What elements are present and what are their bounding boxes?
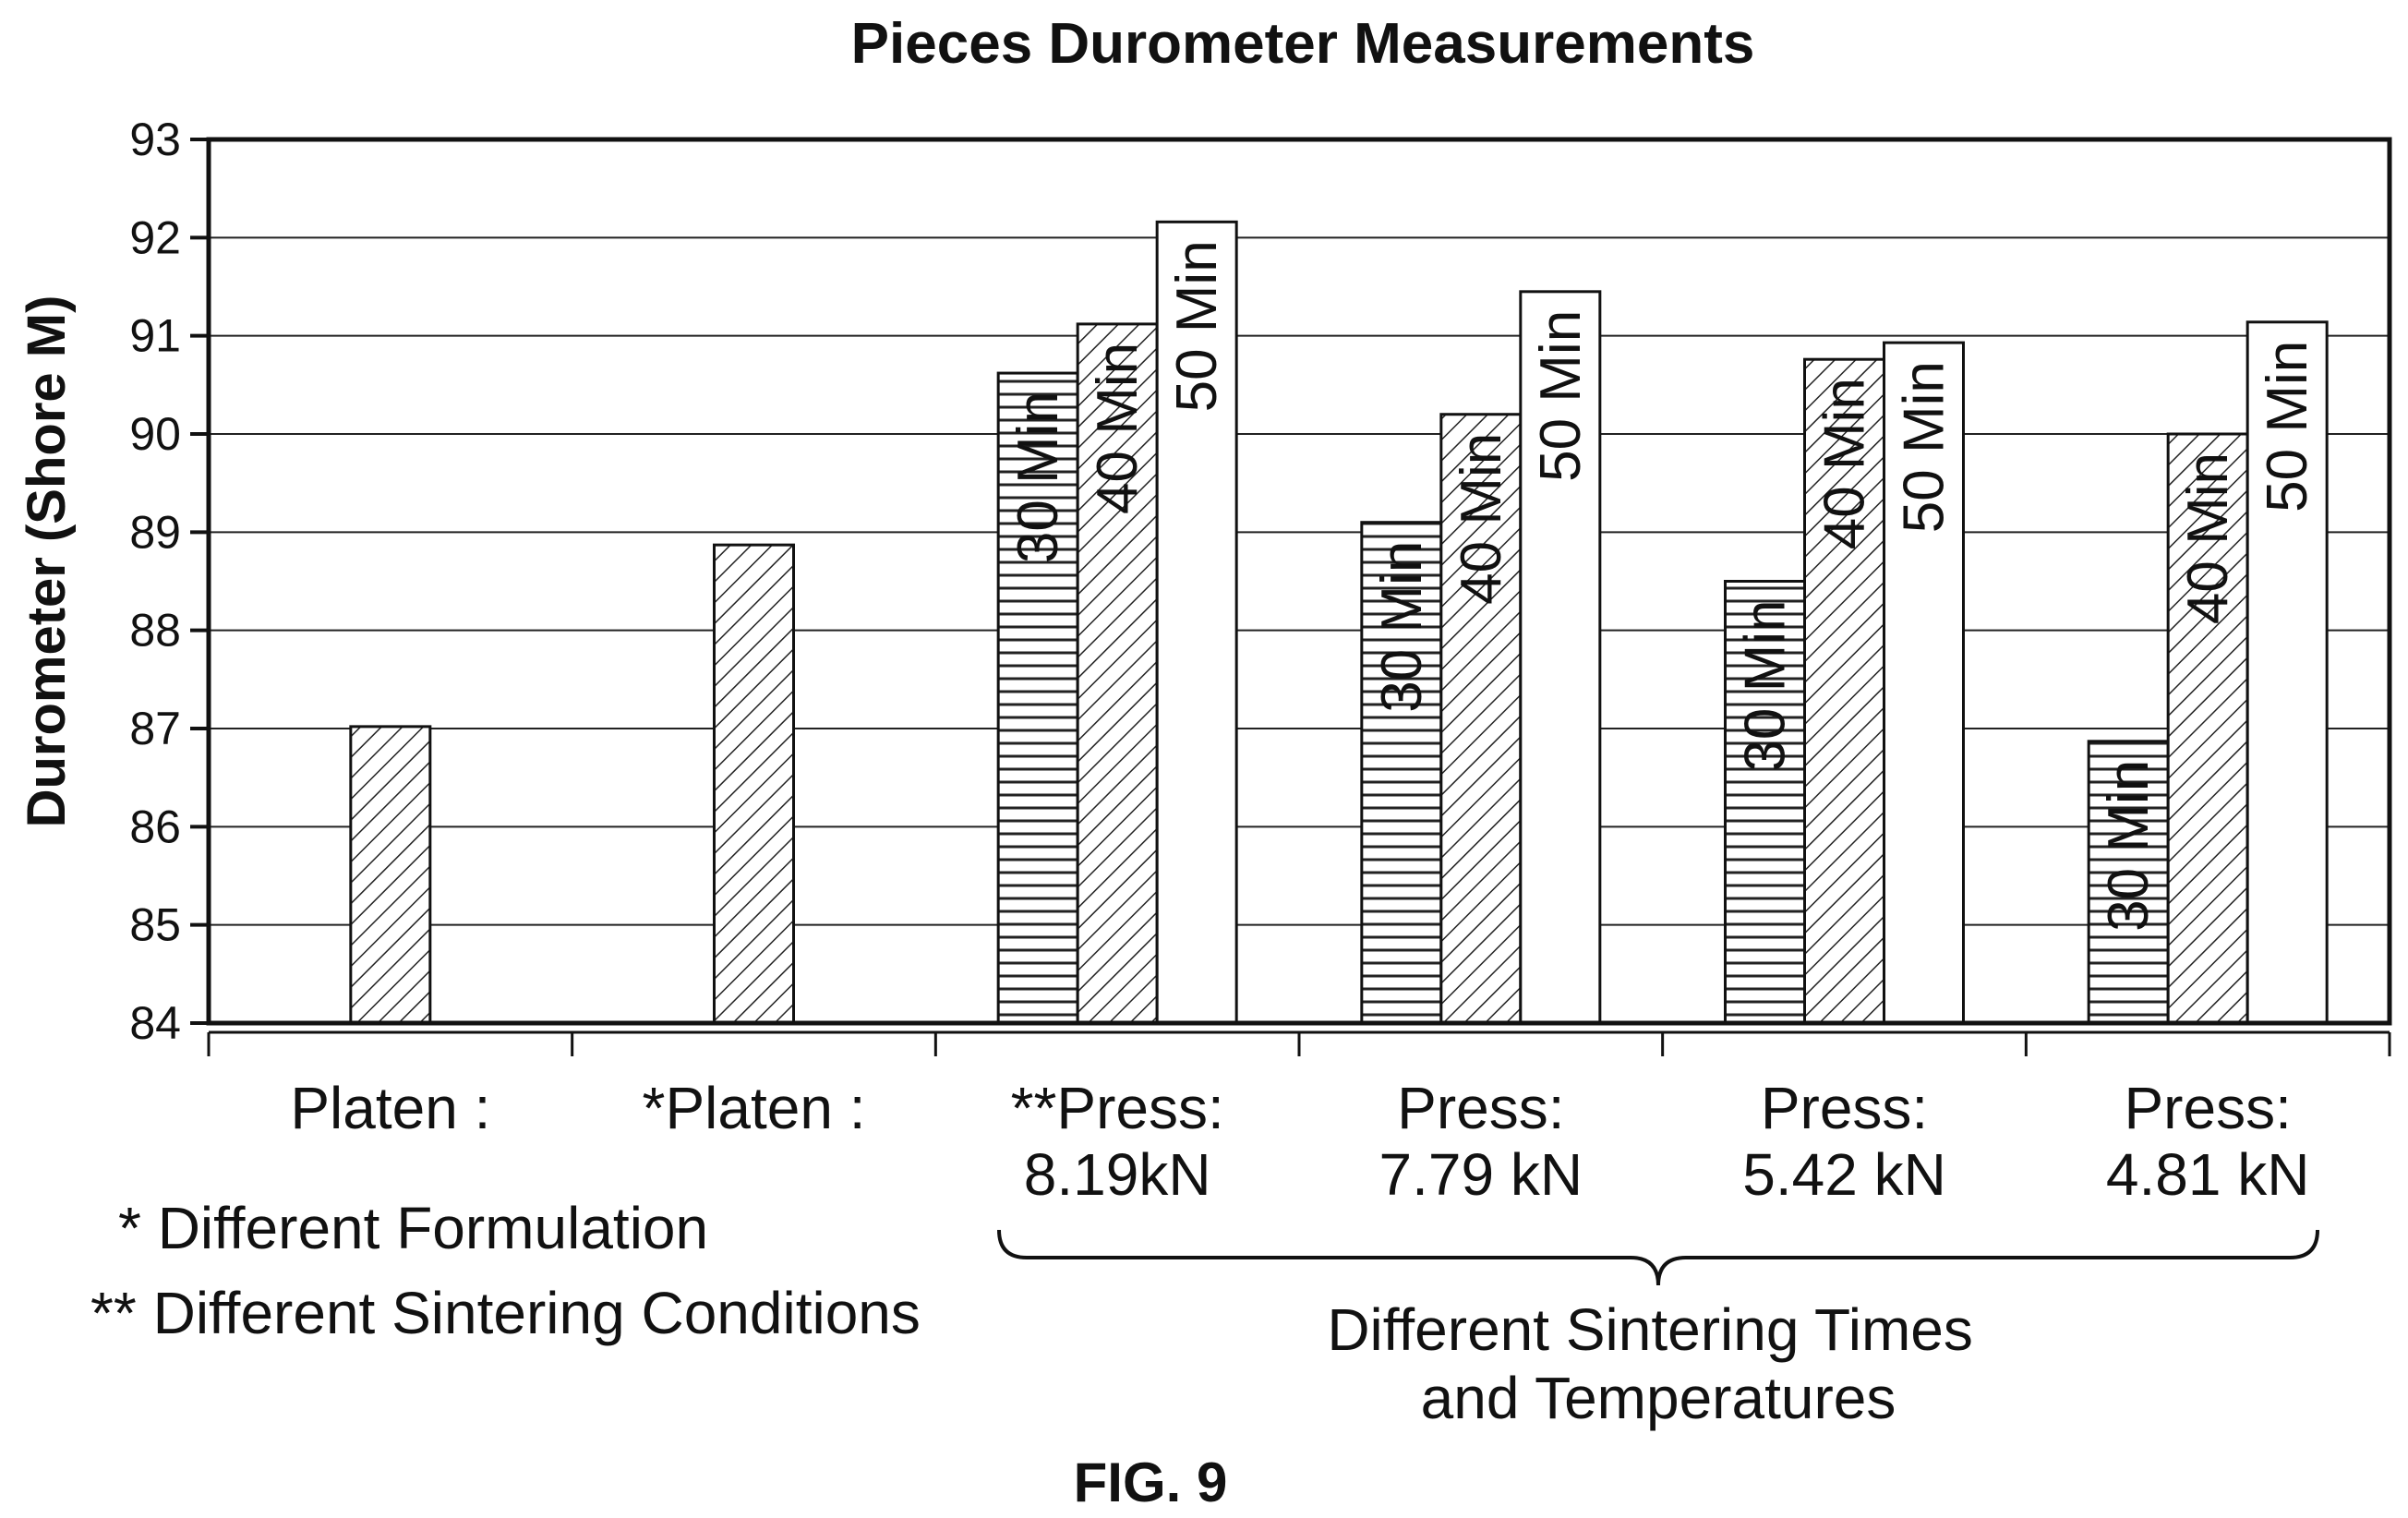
bar [1724,580,1806,1025]
y-tick-label: 87 [129,703,181,754]
bar-label: 50 Min [1893,361,1956,533]
bar-label: 40 Min [2176,452,2240,624]
brace-label: Different Sintering Times and Temperatur… [1327,1296,1989,1431]
brace-label-line-2: and Temperatures [1421,1365,1896,1431]
bar-label: 50 Min [1165,240,1229,412]
bar-label: 50 Min [1529,310,1593,482]
category-label: Press: [2124,1075,2291,1141]
bar-label: 40 Min [1086,343,1150,514]
gridlines [209,236,2390,926]
y-tick-label: 93 [129,114,181,165]
bar-label: 40 Min [1450,433,1513,605]
y-axis-label: Durometer (Shore M) [17,295,77,828]
bar [2166,432,2249,1025]
bar [2245,320,2329,1025]
chart-title: Pieces Durometer Measurements [851,12,1755,76]
bar [713,543,795,1025]
footnote-different-sintering-conditions: ** Different Sintering Conditions [90,1280,921,1346]
plot-area-frame [206,137,2392,1026]
y-tick-label: 89 [129,506,181,558]
bar-label: 30 Min [1734,600,1798,772]
category-label: 7.79 kN [1379,1141,1583,1208]
category-label: **Press: [1011,1075,1224,1141]
bar-label: 30 Min [1006,392,1070,563]
x-axis [207,1030,2391,1056]
y-tick-label: 92 [129,211,181,263]
category-label: 8.19kN [1024,1141,1211,1208]
bars [349,220,2329,1025]
footnote-different-formulation: * Different Formulation [118,1195,708,1261]
bar [996,371,1079,1025]
category-label: Press: [1397,1075,1564,1141]
y-tick-label: 86 [129,801,181,852]
y-tick-label: 85 [129,899,181,951]
bar-label: 50 Min [2256,341,2319,512]
y-tick-label: 88 [129,605,181,657]
bar-label: 40 Min [1813,378,1877,549]
bar [1803,357,1885,1025]
category-label: Platen : [290,1075,490,1141]
y-tick-label: 90 [129,408,181,460]
y-axis-ticks: 84 85 86 87 88 89 90 91 92 93 [129,114,209,1049]
y-tick-label: 91 [129,310,181,362]
bar-label: 30 Min [2097,760,2161,932]
group-brace [997,1229,2319,1286]
y-tick-label: 84 [129,997,181,1049]
bar [1155,220,1238,1025]
bar [1519,290,1602,1025]
bar [349,725,432,1025]
figure-label: FIG. 9 [1074,1452,1228,1513]
category-label: Press: [1761,1075,1928,1141]
category-label: 5.42 kN [1742,1141,1946,1208]
bar-label: 30 Min [1370,541,1434,713]
x-axis-category-labels: Platen : *Platen : **Press:8.19kNPress:7.7… [290,1075,2309,1208]
brace-label-line-1: Different Sintering Times [1327,1296,1973,1363]
category-label: 4.81 kN [2106,1141,2310,1208]
category-label: *Platen : [643,1075,866,1141]
